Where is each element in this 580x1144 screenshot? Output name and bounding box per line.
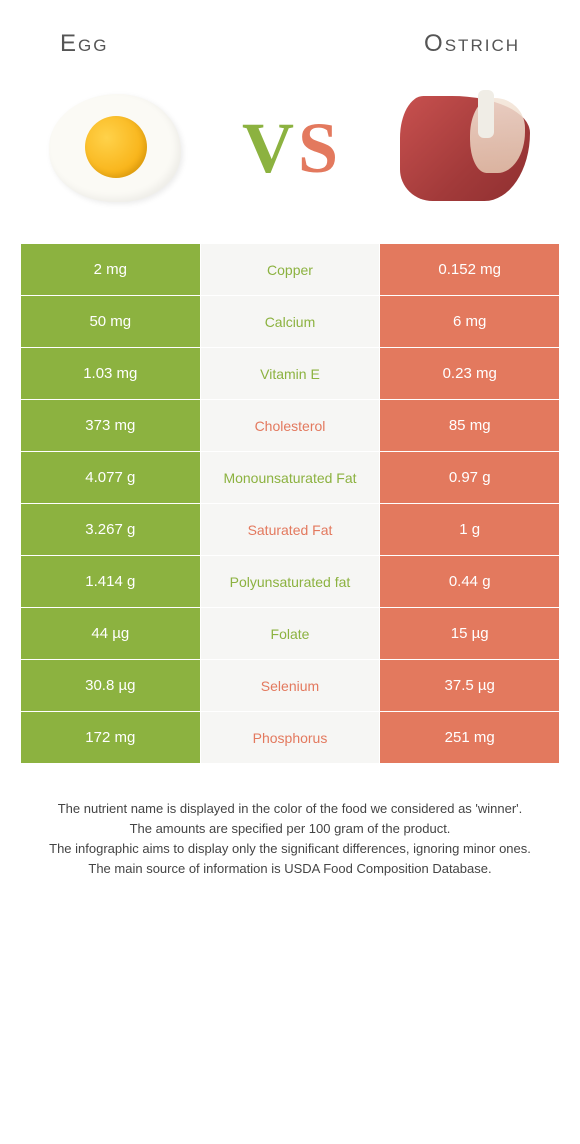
meat-bone-shape	[478, 90, 494, 138]
left-value-cell: 373 mg	[21, 400, 201, 452]
egg-image	[30, 78, 200, 218]
images-row: VS	[0, 68, 580, 243]
right-value-cell: 0.23 mg	[380, 348, 560, 400]
right-value-cell: 0.97 g	[380, 452, 560, 504]
footer-line-3: The infographic aims to display only the…	[30, 839, 550, 859]
infographic-container: Egg Ostrich VS 2 mgCopper0.152 mg50 mgCa…	[0, 0, 580, 900]
vs-v: V	[242, 107, 294, 190]
nutrient-label-cell: Selenium	[200, 660, 380, 712]
right-value-cell: 37.5 µg	[380, 660, 560, 712]
table-row: 30.8 µgSelenium37.5 µg	[21, 660, 560, 712]
footer-notes: The nutrient name is displayed in the co…	[0, 764, 580, 900]
nutrient-label-cell: Calcium	[200, 296, 380, 348]
left-food-title: Egg	[60, 30, 108, 58]
header-row: Egg Ostrich	[0, 0, 580, 68]
nutrient-label-cell: Vitamin E	[200, 348, 380, 400]
nutrient-label-cell: Copper	[200, 244, 380, 296]
nutrient-label-cell: Monounsaturated Fat	[200, 452, 380, 504]
table-row: 1.03 mgVitamin E0.23 mg	[21, 348, 560, 400]
left-value-cell: 2 mg	[21, 244, 201, 296]
nutrition-table: 2 mgCopper0.152 mg50 mgCalcium6 mg1.03 m…	[20, 243, 560, 764]
right-food-title: Ostrich	[424, 30, 520, 58]
table-row: 373 mgCholesterol85 mg	[21, 400, 560, 452]
table-row: 2 mgCopper0.152 mg	[21, 244, 560, 296]
right-value-cell: 251 mg	[380, 712, 560, 764]
left-value-cell: 44 µg	[21, 608, 201, 660]
right-value-cell: 6 mg	[380, 296, 560, 348]
left-value-cell: 50 mg	[21, 296, 201, 348]
left-value-cell: 30.8 µg	[21, 660, 201, 712]
nutrient-label-cell: Cholesterol	[200, 400, 380, 452]
left-value-cell: 3.267 g	[21, 504, 201, 556]
table-row: 172 mgPhosphorus251 mg	[21, 712, 560, 764]
table-row: 44 µgFolate15 µg	[21, 608, 560, 660]
left-value-cell: 1.03 mg	[21, 348, 201, 400]
right-value-cell: 0.44 g	[380, 556, 560, 608]
left-value-cell: 172 mg	[21, 712, 201, 764]
nutrient-label-cell: Polyunsaturated fat	[200, 556, 380, 608]
footer-line-1: The nutrient name is displayed in the co…	[30, 799, 550, 819]
nutrient-label-cell: Folate	[200, 608, 380, 660]
table-row: 50 mgCalcium6 mg	[21, 296, 560, 348]
nutrient-label-cell: Phosphorus	[200, 712, 380, 764]
vs-label: VS	[242, 107, 338, 190]
left-value-cell: 1.414 g	[21, 556, 201, 608]
nutrition-table-body: 2 mgCopper0.152 mg50 mgCalcium6 mg1.03 m…	[21, 244, 560, 764]
right-value-cell: 1 g	[380, 504, 560, 556]
table-row: 4.077 gMonounsaturated Fat0.97 g	[21, 452, 560, 504]
right-value-cell: 15 µg	[380, 608, 560, 660]
vs-s: S	[298, 107, 338, 190]
table-row: 3.267 gSaturated Fat1 g	[21, 504, 560, 556]
egg-yolk-shape	[85, 116, 147, 178]
right-value-cell: 0.152 mg	[380, 244, 560, 296]
footer-line-4: The main source of information is USDA F…	[30, 859, 550, 879]
table-row: 1.414 gPolyunsaturated fat0.44 g	[21, 556, 560, 608]
left-value-cell: 4.077 g	[21, 452, 201, 504]
footer-line-2: The amounts are specified per 100 gram o…	[30, 819, 550, 839]
ostrich-image	[380, 78, 550, 218]
right-value-cell: 85 mg	[380, 400, 560, 452]
nutrient-label-cell: Saturated Fat	[200, 504, 380, 556]
